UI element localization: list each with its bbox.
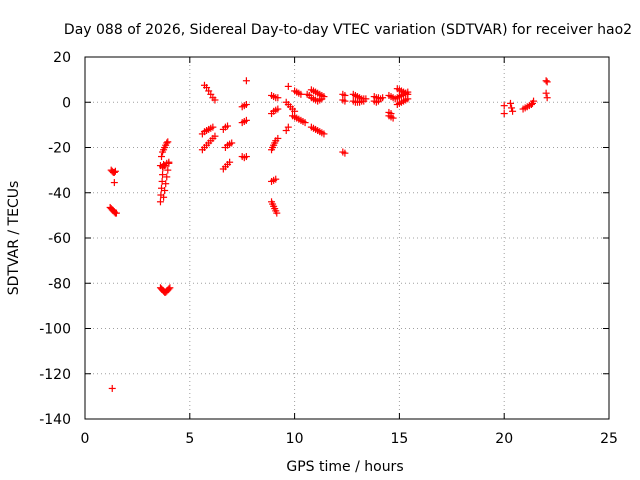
- data-point: [164, 138, 172, 146]
- y-tick-label: 20: [53, 50, 71, 66]
- data-point: [274, 134, 282, 142]
- data-point: [389, 114, 397, 122]
- data-point: [500, 102, 508, 110]
- plot-frame: [84, 56, 610, 420]
- data-point: [542, 89, 550, 97]
- data-point: [226, 158, 234, 166]
- axis-ticks: 0 5 10 15 20 25 -140 -120 -100 -80 -60 -40 -20 0 20: [39, 50, 618, 447]
- data-point: [211, 132, 219, 140]
- data-point: [158, 153, 166, 161]
- y-tick-label: -120: [39, 367, 71, 383]
- data-point: [320, 130, 328, 138]
- data-point: [341, 97, 349, 105]
- x-tick-label: 0: [81, 431, 90, 447]
- data-point: [159, 171, 167, 179]
- data-point: [509, 107, 517, 115]
- data-point: [341, 149, 349, 157]
- data-point: [374, 97, 382, 105]
- data-point: [301, 119, 309, 127]
- data-point: [160, 193, 168, 201]
- x-tick-label: 20: [495, 431, 513, 447]
- data-point: [500, 110, 508, 118]
- data-point: [211, 96, 219, 104]
- data-point: [318, 95, 326, 103]
- data-point: [284, 123, 292, 131]
- data-point: [108, 384, 116, 392]
- data-point: [110, 168, 118, 176]
- data-point: [228, 139, 236, 147]
- data-point: [242, 153, 250, 161]
- x-tick-label: 15: [390, 431, 408, 447]
- data-point: [506, 99, 514, 107]
- y-tick-label: -20: [48, 141, 71, 157]
- data-point: [508, 104, 516, 112]
- y-tick-label: 0: [62, 95, 71, 111]
- data-point: [163, 139, 171, 147]
- y-tick-label: -100: [39, 322, 71, 338]
- data-point: [158, 177, 166, 185]
- y-tick-label: -40: [48, 186, 71, 202]
- y-tick-label: -80: [48, 276, 71, 292]
- data-point: [161, 186, 169, 194]
- data-point: [387, 110, 395, 118]
- data-points: [106, 77, 551, 392]
- data-point: [272, 175, 280, 183]
- data-point: [209, 123, 217, 131]
- x-tick-label: 10: [286, 431, 304, 447]
- data-point: [224, 122, 232, 130]
- y-tick-label: -140: [39, 412, 71, 428]
- data-point: [379, 94, 387, 102]
- data-point: [530, 97, 538, 105]
- data-point: [284, 82, 292, 90]
- data-point: [404, 95, 412, 103]
- data-point: [164, 166, 172, 174]
- data-point: [274, 105, 282, 113]
- x-tick-label: 25: [600, 431, 618, 447]
- data-point: [297, 90, 305, 98]
- data-point: [163, 173, 171, 181]
- y-axis-label: SDTVAR / TECUs: [6, 181, 22, 296]
- data-point: [273, 209, 281, 217]
- data-point: [242, 101, 250, 109]
- data-point: [274, 94, 282, 102]
- data-point: [165, 159, 173, 167]
- data-point: [360, 97, 368, 105]
- data-point: [110, 179, 118, 187]
- data-point: [112, 209, 120, 217]
- y-tick-label: -60: [48, 231, 71, 247]
- data-point: [543, 94, 551, 102]
- chart-title: Day 088 of 2026, Sidereal Day-to-day VTE…: [64, 22, 632, 38]
- x-axis-label: GPS time / hours: [286, 459, 403, 475]
- data-point: [156, 198, 164, 206]
- data-point: [162, 180, 170, 188]
- data-point: [111, 167, 119, 175]
- grid: [85, 57, 609, 419]
- x-tick-label: 5: [185, 431, 194, 447]
- data-point: [242, 77, 250, 85]
- data-point: [165, 285, 173, 293]
- data-point: [542, 77, 550, 85]
- data-point: [166, 284, 174, 292]
- data-point: [242, 116, 250, 124]
- data-point: [543, 78, 551, 86]
